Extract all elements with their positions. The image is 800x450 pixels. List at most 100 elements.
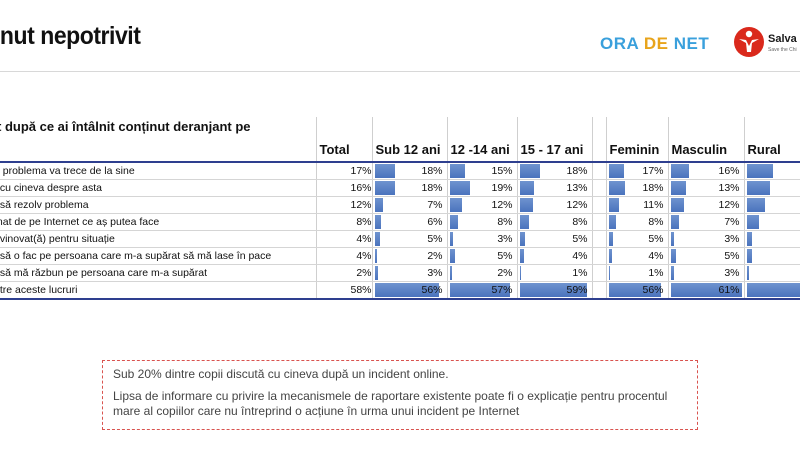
bar-value-label: 18% [566,165,588,177]
column-gap [591,281,606,300]
logo-net-word: NET [673,34,710,53]
bar-value-label: 5% [648,233,664,245]
table-header-row: t după ce ai întâlnit conținut deranjant… [0,117,800,163]
bar-mark [374,215,382,229]
cell-total: 4% [315,230,372,248]
cell-feminin: 11% [605,196,668,214]
cell-feminin: 1% [605,264,668,282]
results-table: t după ce ai întâlnit conținut deranjant… [0,117,800,300]
bar-value-label: 4 [745,250,800,262]
bar-mark [670,283,742,297]
bar-value-label: 15% [491,165,513,177]
bar-mark [746,283,800,297]
cell-feminin: 5% [605,230,668,248]
cell-total: 4% [315,247,372,265]
bar-mark [449,215,459,229]
column-gap [591,247,606,265]
bar-mark [519,266,521,280]
bar-mark [746,164,774,178]
bar-mark [449,181,470,195]
bar-value-label: 8% [572,216,588,228]
cell-total: 16% [315,179,372,197]
cell-masculin: 3% [667,230,744,248]
table-row: mat de pe Internet ce aș putea face 8% 6% 8… [0,213,800,231]
bar-mark [449,232,453,246]
bar-value-label: 5% [497,250,513,262]
cell-15-17: 5% [516,230,592,248]
bar-value-label: 59% [566,284,588,296]
bar-value-label: 4 [745,233,800,245]
column-gap [591,230,606,248]
column-gap [591,162,606,180]
cell-total: 58% [315,281,372,300]
bar-mark [449,198,463,212]
bar-mark [746,232,753,246]
col-header-15-17: 15 - 17 ani [516,117,592,163]
bar-mark [670,266,674,280]
col-header-12-14: 12 -14 ani [446,117,517,163]
cell-feminin: 8% [605,213,668,231]
column-gap [591,179,606,197]
row-label: ntre aceste lucruri [0,281,316,300]
bar-mark [519,249,525,263]
bar-mark [608,283,661,297]
cell-masculin: 5% [667,247,744,265]
cell-rural: 4 [743,247,800,265]
table-row: t vinovat(ă) pentru situație 4% 5% 3% 5% 5% 3%… [0,230,800,248]
cell-rural: 17 [743,179,800,197]
row-label: t vinovat(ă) pentru situație [0,230,316,248]
bar-mark [670,249,677,263]
bar-mark [374,181,396,195]
bar-mark [374,266,378,280]
cell-rural: 9 [743,213,800,231]
bar-value-label: 56% [642,284,664,296]
bar-mark [608,164,625,178]
bar-value-label: 2% [497,267,513,279]
cell-feminin: 4% [605,247,668,265]
bar-mark [374,283,439,297]
bar-value-label: 17 [745,182,800,194]
cell-12-14: 57% [446,281,517,300]
bar-value-label: 3% [427,267,443,279]
bar-value-label: 1% [572,267,588,279]
bar-mark [449,164,466,178]
bar-value-label: 5% [724,250,740,262]
cell-12-14: 3% [446,230,517,248]
cell-sub12: 18% [371,179,447,197]
bar-mark [519,215,529,229]
row-label: t cu cineva despre asta [0,179,316,197]
bar-mark [746,266,750,280]
table-row: t să mă răzbun pe persoana care m-a supă… [0,264,800,282]
bar-mark [374,198,383,212]
bar-value-label: 18% [421,182,443,194]
bar-value-label: 2% [427,250,443,262]
bar-value-label: 5% [427,233,443,245]
save-the-children-icon [734,27,764,57]
cell-rural: 13 [743,196,800,214]
row-label: ă problema va trece de la sine [0,162,316,180]
column-gap [591,196,606,214]
bar-value-label: 13% [566,182,588,194]
bar-value-label: 8% [497,216,513,228]
bar-mark [670,198,685,212]
row-label: t să mă răzbun pe persoana care m-a supă… [0,264,316,282]
bar-mark [449,283,511,297]
bar-mark [519,283,588,297]
cell-masculin: 61% [667,281,744,300]
cell-12-14: 2% [446,264,517,282]
col-header-rural: Rural [743,117,800,163]
col-header-masculin: Masculin [667,117,744,163]
header-divider [0,71,800,72]
org-tagline: Save the Chi [768,47,797,53]
bar-value-label: 3% [724,233,740,245]
cell-total: 17% [315,162,372,180]
table-row: t cu cineva despre asta 16% 18% 19% 13% 18% 13… [0,179,800,197]
bar-value-label: 7% [427,199,443,211]
row-label: mat de pe Internet ce aș putea face [0,213,316,231]
cell-sub12: 5% [371,230,447,248]
cell-masculin: 7% [667,213,744,231]
bar-mark [670,181,686,195]
col-header-total: Total [315,117,372,163]
